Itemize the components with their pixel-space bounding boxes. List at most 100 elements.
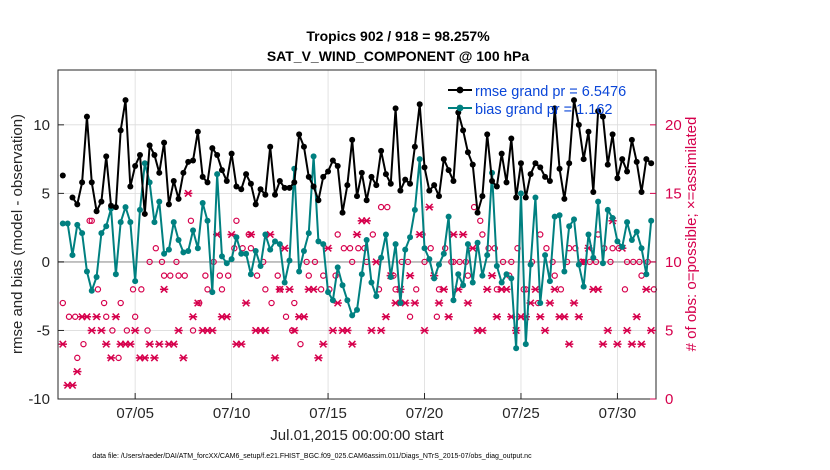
obs-assimilated-marker <box>169 340 178 348</box>
bias-point <box>503 271 510 278</box>
bias-point <box>599 260 606 267</box>
obs-assimilated-marker <box>299 313 309 321</box>
bias-point <box>136 206 143 213</box>
rmse-point <box>382 171 389 178</box>
obs-possible-marker <box>88 217 95 224</box>
rmse-point <box>469 161 476 168</box>
obs-possible-marker <box>224 272 232 279</box>
bias-point <box>416 156 423 163</box>
chart-title-line2: SAT_V_WIND_COMPONENT @ 100 hPa <box>267 48 530 64</box>
obs-possible-marker <box>317 286 325 293</box>
rmse-point <box>609 131 616 138</box>
obs-possible-marker <box>508 258 515 266</box>
left-y-tick-label: -5 <box>37 322 50 339</box>
obs-assimilated-marker <box>328 326 338 335</box>
obs-possible-marker <box>115 354 122 362</box>
obs-assimilated-marker <box>82 313 92 321</box>
bias-point <box>267 246 274 253</box>
obs-assimilated-marker <box>410 299 420 307</box>
bias-point <box>161 250 168 257</box>
rmse-point <box>132 162 139 169</box>
rmse-point <box>489 178 496 185</box>
obs-assimilated-marker <box>405 271 415 280</box>
bias-point <box>252 247 259 254</box>
obs-assimilated-marker <box>68 381 77 390</box>
rmse-point <box>88 179 95 186</box>
rmse-point <box>329 157 336 164</box>
bias-point <box>74 221 81 228</box>
obs-assimilated-marker <box>58 340 67 348</box>
rmse-point <box>542 173 549 180</box>
obs-possible-marker <box>291 299 298 307</box>
obs-assimilated-marker <box>319 340 328 348</box>
obs-possible-marker <box>65 313 73 320</box>
left-y-axis-label: rmse and bias (model - observation) <box>9 114 26 354</box>
bias-point <box>493 263 500 270</box>
obs-possible-marker <box>609 245 616 252</box>
obs-assimilated-marker <box>188 313 198 321</box>
obs-assimilated-marker <box>92 313 101 321</box>
obs-assimilated-marker <box>106 354 116 362</box>
bias-point <box>542 252 549 259</box>
bias-point <box>223 260 230 267</box>
rmse-point <box>479 193 486 200</box>
obs-possible-marker <box>355 245 362 252</box>
rmse-point <box>204 179 211 186</box>
bias-point <box>445 213 452 220</box>
obs-assimilated-marker <box>241 299 251 307</box>
rmse-point <box>141 210 148 217</box>
x-tick-label: 07/05 <box>116 405 154 422</box>
rmse-point <box>103 153 110 160</box>
legend-bias-label: bias grand pr = 1.162 <box>475 102 612 118</box>
bias-point <box>537 300 544 307</box>
rmse-point <box>233 183 240 190</box>
obs-possible-marker <box>158 258 166 266</box>
obs-possible-marker <box>74 354 81 362</box>
obs-assimilated-marker <box>560 313 569 321</box>
bias-point <box>286 257 293 264</box>
obs-possible-marker <box>202 272 209 279</box>
bias-point <box>185 247 192 254</box>
bias-point <box>180 249 187 256</box>
obs-assimilated-marker <box>87 326 96 335</box>
plot-frame <box>57 69 657 400</box>
obs-possible-marker <box>499 258 507 266</box>
obs-assimilated-marker <box>468 244 477 252</box>
bias-point <box>392 241 399 248</box>
rmse-point <box>320 173 327 180</box>
obs-possible-marker <box>543 245 550 252</box>
obs-possible-marker <box>167 272 174 279</box>
bias-point <box>194 245 201 252</box>
rmse-point <box>117 127 124 134</box>
obs-possible-marker <box>80 340 87 348</box>
obs-possible-marker <box>216 272 224 279</box>
obs-possible-marker <box>621 286 629 293</box>
x-tick-label: 07/20 <box>406 405 444 422</box>
rmse-point <box>214 151 221 158</box>
obs-assimilated-marker <box>545 299 555 307</box>
obs-possible-marker <box>109 327 116 334</box>
rmse-point <box>83 113 90 120</box>
obs-possible-marker <box>479 231 486 238</box>
bias-point <box>315 238 322 245</box>
obs-assimilated-marker <box>565 340 574 348</box>
rmse-point <box>257 186 264 193</box>
obs-assimilated-marker <box>550 285 559 294</box>
obs-assimilated-marker <box>637 340 646 348</box>
obs-possible-marker <box>94 286 102 293</box>
obs-assimilated-marker <box>598 340 608 348</box>
obs-assimilated-marker <box>237 340 246 348</box>
obs-assimilated-marker <box>150 354 159 362</box>
obs-possible-marker <box>413 286 420 293</box>
rmse-point <box>175 195 182 202</box>
rmse-point <box>546 178 553 185</box>
bias-point <box>122 204 129 211</box>
rmse-point <box>431 182 438 189</box>
obs-possible-marker <box>262 286 269 293</box>
bias-point <box>431 275 438 282</box>
rmse-point <box>354 193 360 200</box>
bias-point <box>585 231 592 238</box>
bias-point <box>79 230 86 237</box>
obs-assimilated-marker <box>140 354 149 362</box>
